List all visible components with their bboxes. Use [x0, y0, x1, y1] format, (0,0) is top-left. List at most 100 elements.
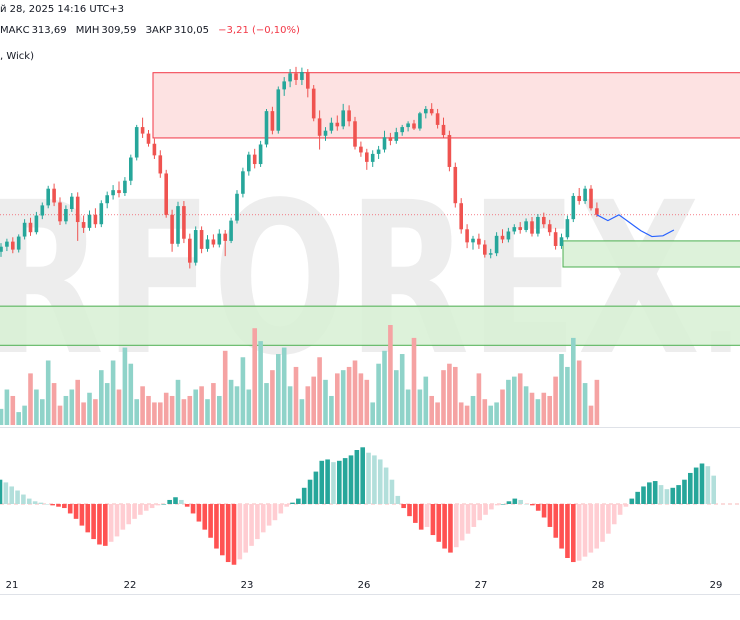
oscillator-bar — [360, 447, 365, 504]
oscillator-bar — [202, 504, 208, 530]
oscillator-bar — [465, 504, 471, 534]
volume-bar — [582, 383, 588, 425]
candle — [11, 237, 15, 254]
oscillator-bar — [530, 504, 535, 506]
volume-bar — [146, 395, 151, 425]
oscillator-bar — [21, 494, 26, 504]
oscillator-bar — [62, 504, 67, 509]
oscillator-bar — [354, 450, 360, 504]
volume-bar — [128, 363, 134, 425]
candle — [530, 216, 534, 237]
oscillator-bar — [693, 467, 699, 504]
volume-bar — [553, 376, 558, 425]
candle — [288, 69, 292, 88]
oscillator-bar — [500, 504, 506, 505]
candle — [488, 248, 493, 259]
candle — [542, 212, 546, 228]
oscillator-bar — [126, 504, 131, 525]
oscillator-bar — [436, 504, 442, 542]
volume-bar — [559, 354, 564, 425]
oscillator-bar — [535, 504, 541, 511]
candle — [276, 86, 281, 134]
volume-bar — [187, 395, 193, 425]
candle — [152, 138, 157, 159]
header-ohlc: МАКС 313,69 МИН 309,59 ЗАКР 310,05 −3,21 (−… — [0, 25, 300, 36]
candle — [223, 230, 227, 257]
volume-bar — [494, 402, 499, 425]
oscillator-bar — [372, 455, 377, 504]
candle — [99, 200, 104, 228]
volume-bar — [317, 357, 322, 425]
candle — [188, 233, 192, 269]
oscillator-bar — [196, 504, 202, 522]
oscillator-bar — [243, 504, 248, 553]
volume-bar — [63, 395, 69, 425]
oscillator-bar — [190, 504, 196, 514]
volume-bar — [476, 373, 482, 425]
candle — [577, 187, 581, 205]
volume-bar — [435, 402, 440, 425]
candle — [388, 132, 393, 146]
volume-bar — [364, 379, 370, 425]
candle — [589, 185, 593, 211]
volume-bar — [399, 354, 405, 425]
watermark-text: RFOREX — [0, 157, 700, 402]
volume-bar — [217, 395, 222, 425]
change-value: −3,21 (−0,10%) — [218, 25, 300, 36]
volume-bar — [329, 395, 334, 425]
forecast-path — [596, 214, 675, 238]
oscillator-bar — [506, 501, 512, 504]
candle — [0, 243, 3, 257]
volume-bar — [169, 395, 175, 425]
volume-bar — [340, 370, 346, 425]
volume-bar — [22, 405, 27, 425]
oscillator-bar — [179, 499, 184, 504]
volume-bar — [423, 376, 429, 425]
oscillator-bar — [184, 504, 190, 507]
volume-bar — [116, 389, 122, 425]
volume-bar — [447, 363, 452, 425]
volume-bar — [523, 386, 529, 425]
close-value: 310,05 — [173, 25, 209, 36]
oscillator-bar — [512, 498, 518, 504]
candle — [64, 205, 68, 225]
volume-bar — [594, 379, 600, 425]
volume-bar — [287, 386, 293, 425]
candle — [382, 130, 387, 153]
oscillator-bar — [331, 462, 336, 504]
oscillator-bar — [366, 452, 371, 504]
oscillator-bar — [348, 455, 354, 504]
oscillator-bar — [606, 504, 611, 534]
oscillator-bar — [149, 504, 155, 509]
oscillator-bar — [108, 504, 114, 542]
oscillator-bar — [594, 504, 599, 549]
oscillator-bar — [582, 504, 588, 557]
candle — [306, 69, 310, 98]
oscillator-bar — [50, 504, 55, 506]
volume-bar — [175, 379, 181, 425]
oscillator-bar — [430, 504, 436, 536]
oscillator-bar — [489, 504, 494, 510]
oscillator-bar — [342, 458, 348, 504]
volume-bar — [335, 373, 340, 425]
high-value: 313,69 — [31, 25, 67, 36]
oscillator-bar — [635, 491, 640, 504]
volume-bar — [4, 389, 10, 425]
oscillator-bar — [652, 481, 658, 504]
oscillator-bar — [161, 504, 167, 505]
volume-bar — [529, 392, 535, 425]
oscillator-bar — [494, 504, 500, 506]
oscillator-bar — [576, 504, 582, 561]
candle — [52, 183, 56, 207]
oscillator-bar — [688, 472, 693, 504]
close-label: ЗАКР — [145, 25, 172, 36]
candle — [300, 67, 304, 86]
candle — [595, 202, 599, 217]
oscillator-bar — [120, 504, 126, 530]
x-tick-label: 27 — [475, 580, 488, 591]
indicator-legend: , Wick) — [0, 51, 34, 62]
oscillator-bar — [32, 501, 38, 504]
oscillator-bar — [155, 504, 161, 506]
oscillator-bar — [670, 487, 676, 504]
candle — [518, 222, 522, 234]
